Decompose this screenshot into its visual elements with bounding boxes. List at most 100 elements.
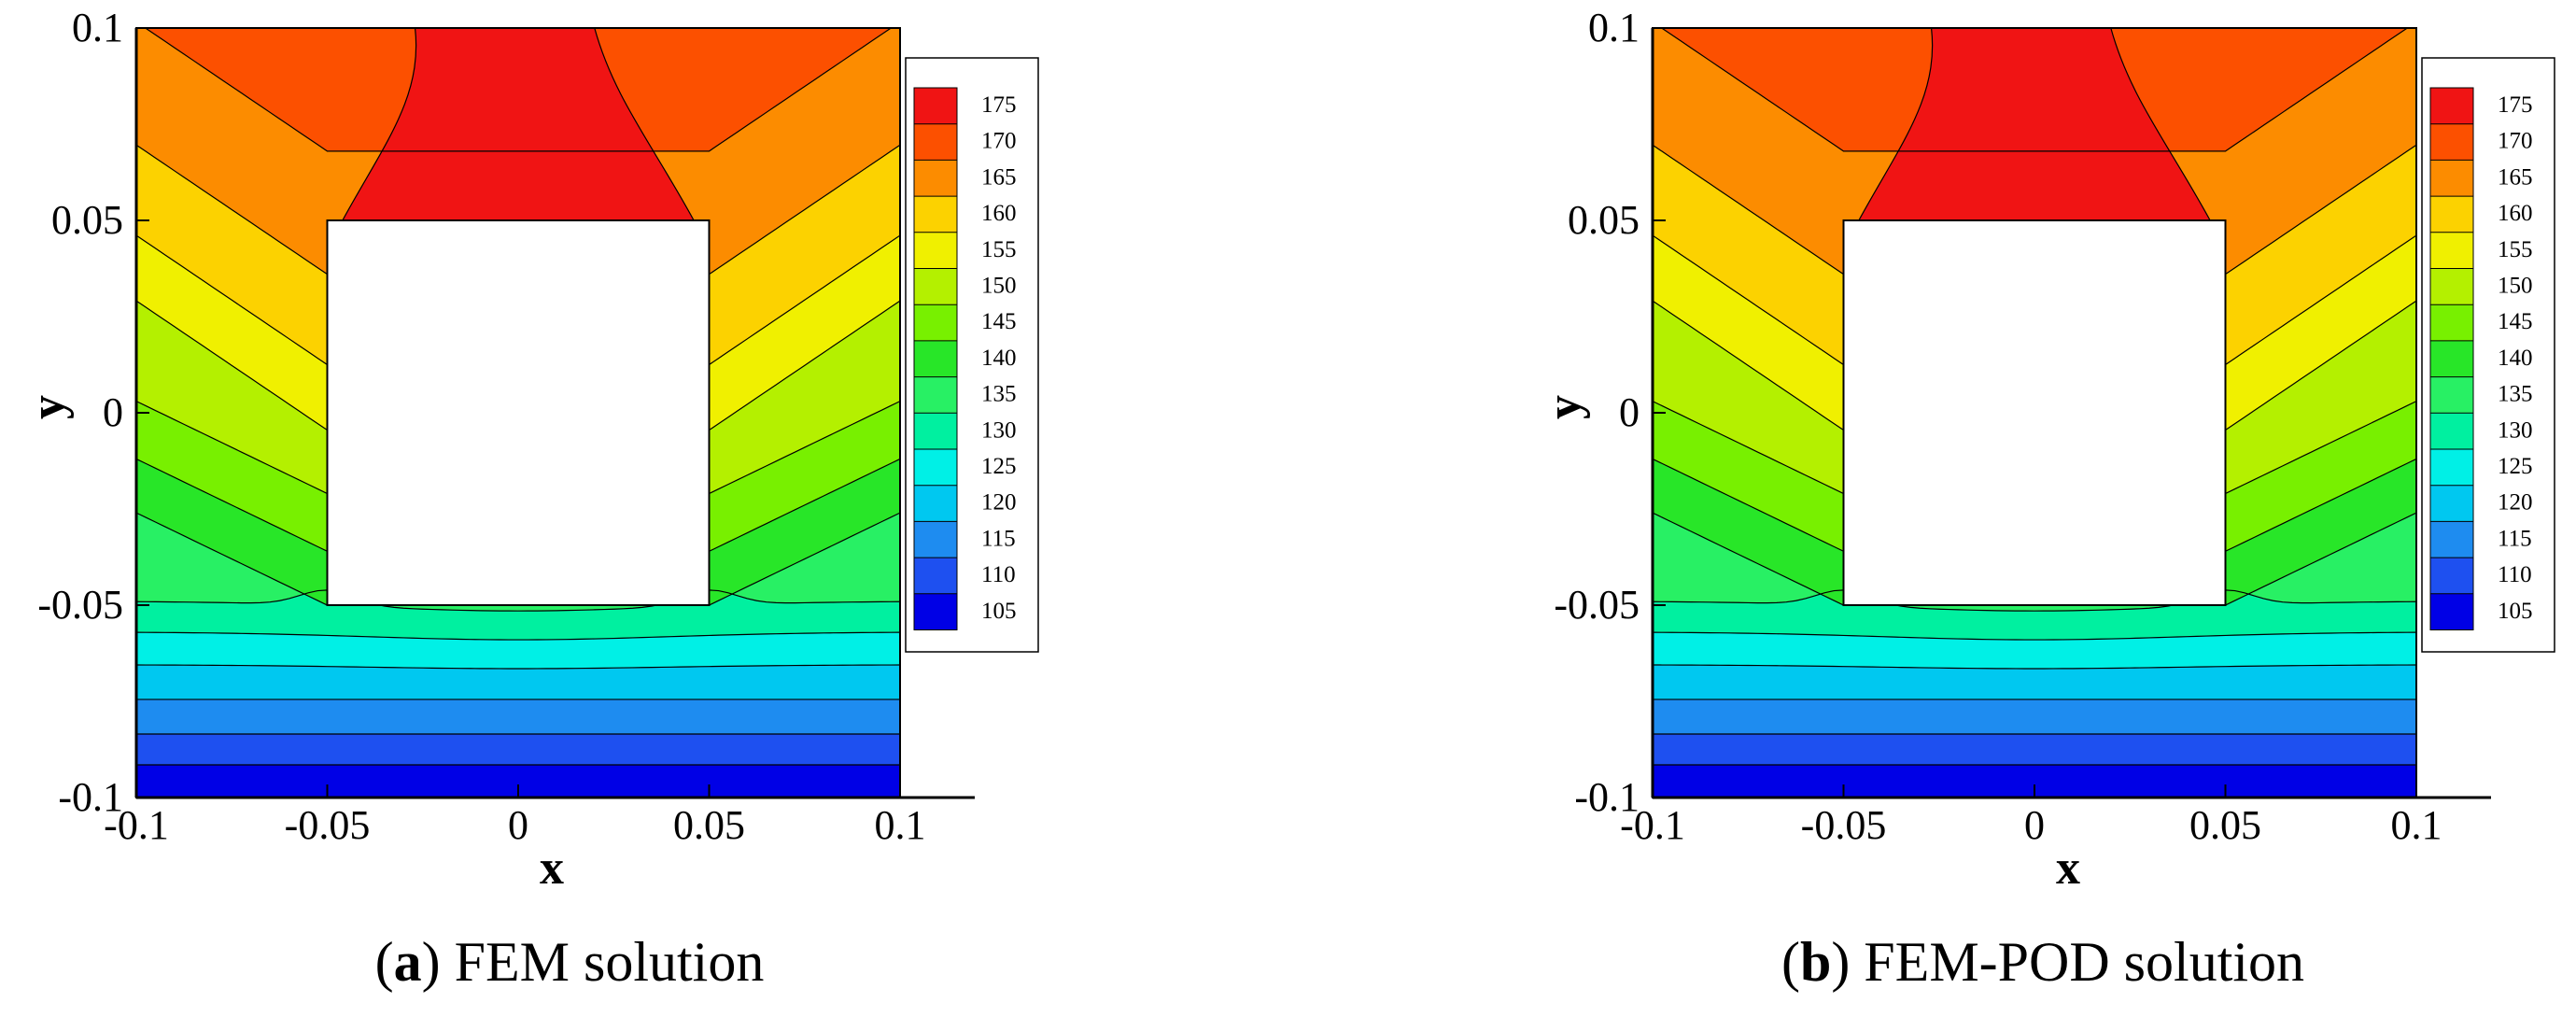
legend-label: 150 (2498, 274, 2533, 299)
plot-area (136, 28, 900, 798)
x-tick-label: -0.05 (285, 802, 371, 848)
obstacle (326, 219, 711, 606)
band-120 (136, 665, 900, 699)
legend-label: 105 (2498, 599, 2533, 624)
legend-label: 145 (981, 309, 1017, 334)
legend-label: 160 (2498, 201, 2533, 226)
legend-label: 175 (981, 92, 1017, 118)
legend-swatch-120 (914, 485, 957, 522)
legend-label: 120 (981, 490, 1017, 516)
band-135 (1653, 513, 2416, 612)
legend-label: 115 (2498, 526, 2532, 551)
legend-label: 145 (2498, 309, 2533, 334)
legend-swatch-145 (2430, 304, 2473, 341)
x-axis-title: x (540, 841, 564, 895)
caption-letter: b (1800, 931, 1831, 993)
legend-label: 115 (981, 526, 1016, 551)
x-tick-label: -0.05 (1801, 802, 1887, 848)
caption-paren-open: ( (375, 931, 394, 993)
legend-label: 140 (981, 346, 1017, 371)
legend-label: 130 (2498, 417, 2533, 443)
legend-swatch-170 (2430, 123, 2473, 161)
legend-swatch-frame (2429, 87, 2474, 630)
y-axis-title: y (1538, 395, 1591, 419)
x-tick-label: -0.1 (104, 802, 169, 848)
x-tick-label: 0.1 (2391, 802, 2442, 848)
legend-swatch-125 (914, 449, 957, 486)
legend-label: 120 (2498, 490, 2533, 516)
y-tick-label: -0.1 (1574, 774, 1640, 820)
band-125 (136, 632, 900, 669)
x-tick-label: 0.05 (673, 802, 745, 848)
legend-swatch-155 (2430, 232, 2473, 269)
band-115 (136, 699, 900, 735)
legend-label: 110 (981, 562, 1016, 587)
legend-swatch-165 (2430, 160, 2473, 197)
x-tick-label: -0.1 (1620, 802, 1685, 848)
y-tick-label: -0.05 (37, 582, 123, 628)
caption-paren-open: ( (1781, 931, 1800, 993)
contour-line-165 (1660, 28, 2409, 152)
panel-caption: (a) FEM solution (375, 931, 765, 993)
legend-swatch-135 (914, 376, 957, 414)
contour-line-120 (1653, 664, 2416, 670)
legend-label: 155 (2498, 237, 2533, 262)
contour-line-125 (1653, 631, 2416, 641)
plot-area (1653, 28, 2416, 798)
legend-swatch-150 (914, 268, 957, 305)
legend-swatch-105 (2430, 593, 2473, 630)
legend: 175 170 165 160 155 150 145 140 135 130 125 120 115 1… (2421, 57, 2555, 653)
legend-swatch-130 (914, 413, 957, 449)
contour-line-120 (136, 664, 900, 670)
legend-swatch-115 (914, 521, 957, 558)
x-tick-label: 0.1 (875, 802, 926, 848)
legend-swatch-175 (914, 88, 957, 124)
legend-label: 125 (981, 454, 1017, 479)
legend-label: 170 (2498, 129, 2533, 154)
panel-caption: (b) FEM-POD solution (1781, 931, 2304, 993)
legend-label: 150 (981, 274, 1017, 299)
band-125 (1653, 632, 2416, 669)
legend-label: 125 (2498, 454, 2533, 479)
legend-swatch-frame (913, 87, 958, 630)
legend-swatch-110 (914, 558, 957, 594)
legend-swatch-115 (2430, 521, 2473, 558)
legend-swatch-135 (2430, 376, 2473, 414)
obstacle (1842, 219, 2227, 606)
x-tick-label: 0.05 (2189, 802, 2261, 848)
y-tick-label: -0.05 (1554, 582, 1640, 628)
legend-label: 160 (981, 201, 1017, 226)
caption-paren-close: ) (422, 931, 455, 993)
legend-swatch-160 (914, 196, 957, 233)
legend-label: 135 (981, 382, 1017, 407)
legend-label: 165 (2498, 164, 2533, 190)
legend-label: 170 (981, 129, 1017, 154)
legend-swatch-120 (2430, 485, 2473, 522)
contour-line-165 (144, 28, 893, 152)
y-tick-label: 0.1 (1588, 5, 1640, 50)
legend-swatch-145 (914, 304, 957, 341)
legend-swatch-150 (2430, 268, 2473, 305)
legend-swatch-130 (2430, 413, 2473, 449)
y-tick-label: -0.1 (58, 774, 123, 820)
caption-text: FEM solution (455, 931, 765, 993)
legend-swatch-140 (914, 340, 957, 377)
y-tick-label: 0 (1619, 389, 1640, 435)
legend-label: 135 (2498, 382, 2533, 407)
band-110 (136, 734, 900, 765)
legend: 175 170 165 160 155 150 145 140 135 130 125 120 115 1… (905, 57, 1039, 653)
caption-paren-close: ) (1831, 931, 1864, 993)
legend-swatch-155 (914, 232, 957, 269)
band-110 (1653, 734, 2416, 765)
y-tick-label: 0.05 (51, 197, 123, 243)
x-tick-label: 0 (508, 802, 528, 848)
legend-label: 175 (2498, 92, 2533, 118)
legend-swatch-125 (2430, 449, 2473, 486)
legend-swatch-175 (2430, 88, 2473, 124)
legend-swatch-110 (2430, 558, 2473, 594)
legend-swatch-160 (2430, 196, 2473, 233)
legend-label: 165 (981, 164, 1017, 190)
y-tick-label: 0.05 (1568, 197, 1640, 243)
